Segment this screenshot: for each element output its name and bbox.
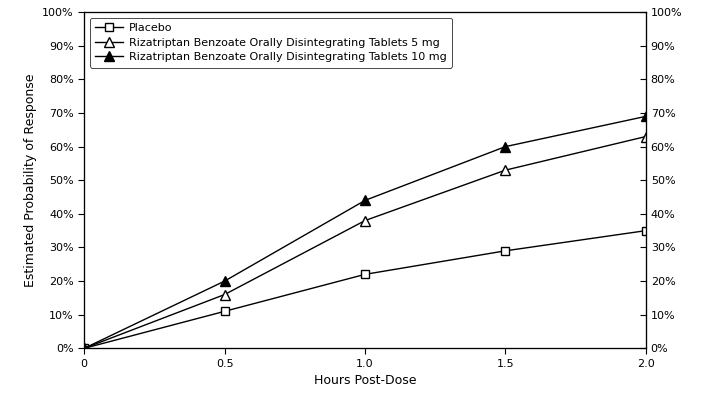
Legend: Placebo, Rizatriptan Benzoate Orally Disintegrating Tablets 5 mg, Rizatriptan Be: Placebo, Rizatriptan Benzoate Orally Dis… xyxy=(90,18,452,68)
Y-axis label: Estimated Probability of Response: Estimated Probability of Response xyxy=(24,73,37,287)
X-axis label: Hours Post-Dose: Hours Post-Dose xyxy=(314,374,416,387)
